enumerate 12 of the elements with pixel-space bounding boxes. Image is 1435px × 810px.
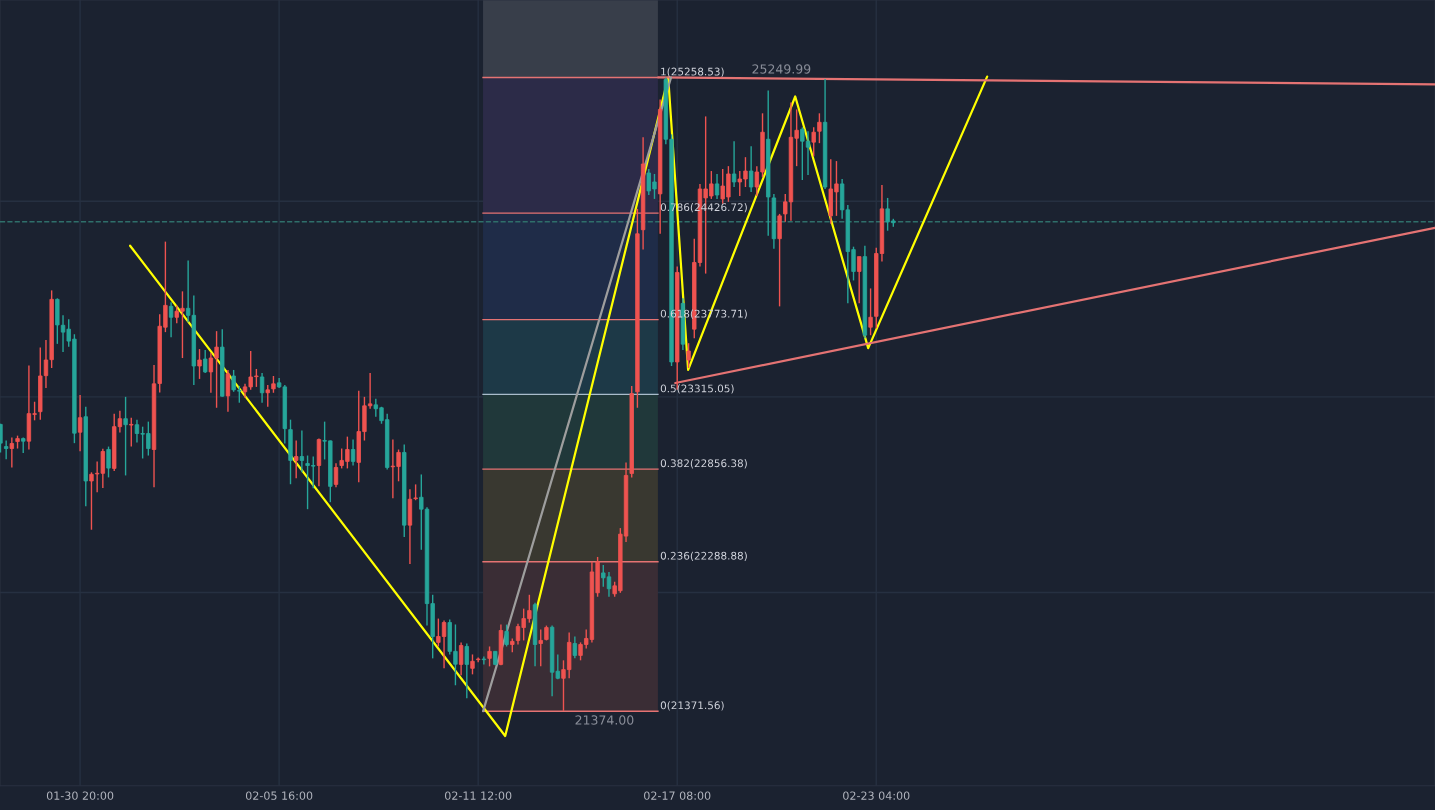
x-tick-label: 01-30 20:00 bbox=[46, 791, 114, 800]
x-tick-label: 02-05 16:00 bbox=[245, 791, 313, 800]
x-tick-label: 02-11 12:00 bbox=[444, 791, 512, 800]
x-tick-label: 02-17 08:00 bbox=[644, 791, 711, 800]
ref-line-label: 0.236(22288.88) bbox=[660, 551, 747, 561]
ref-line-label: 0.382(22856.38) bbox=[660, 459, 747, 469]
x-tick-label: 02-23 04:00 bbox=[843, 791, 910, 800]
ref-line-label: 1(25258.53) bbox=[661, 67, 724, 77]
annotation: 21374.00 bbox=[575, 715, 634, 725]
ref-line-label: 0.5(23315.05) bbox=[660, 384, 734, 394]
ref-line-label: 0(21371.56) bbox=[660, 701, 724, 711]
annotation: 25249.99 bbox=[752, 64, 811, 74]
